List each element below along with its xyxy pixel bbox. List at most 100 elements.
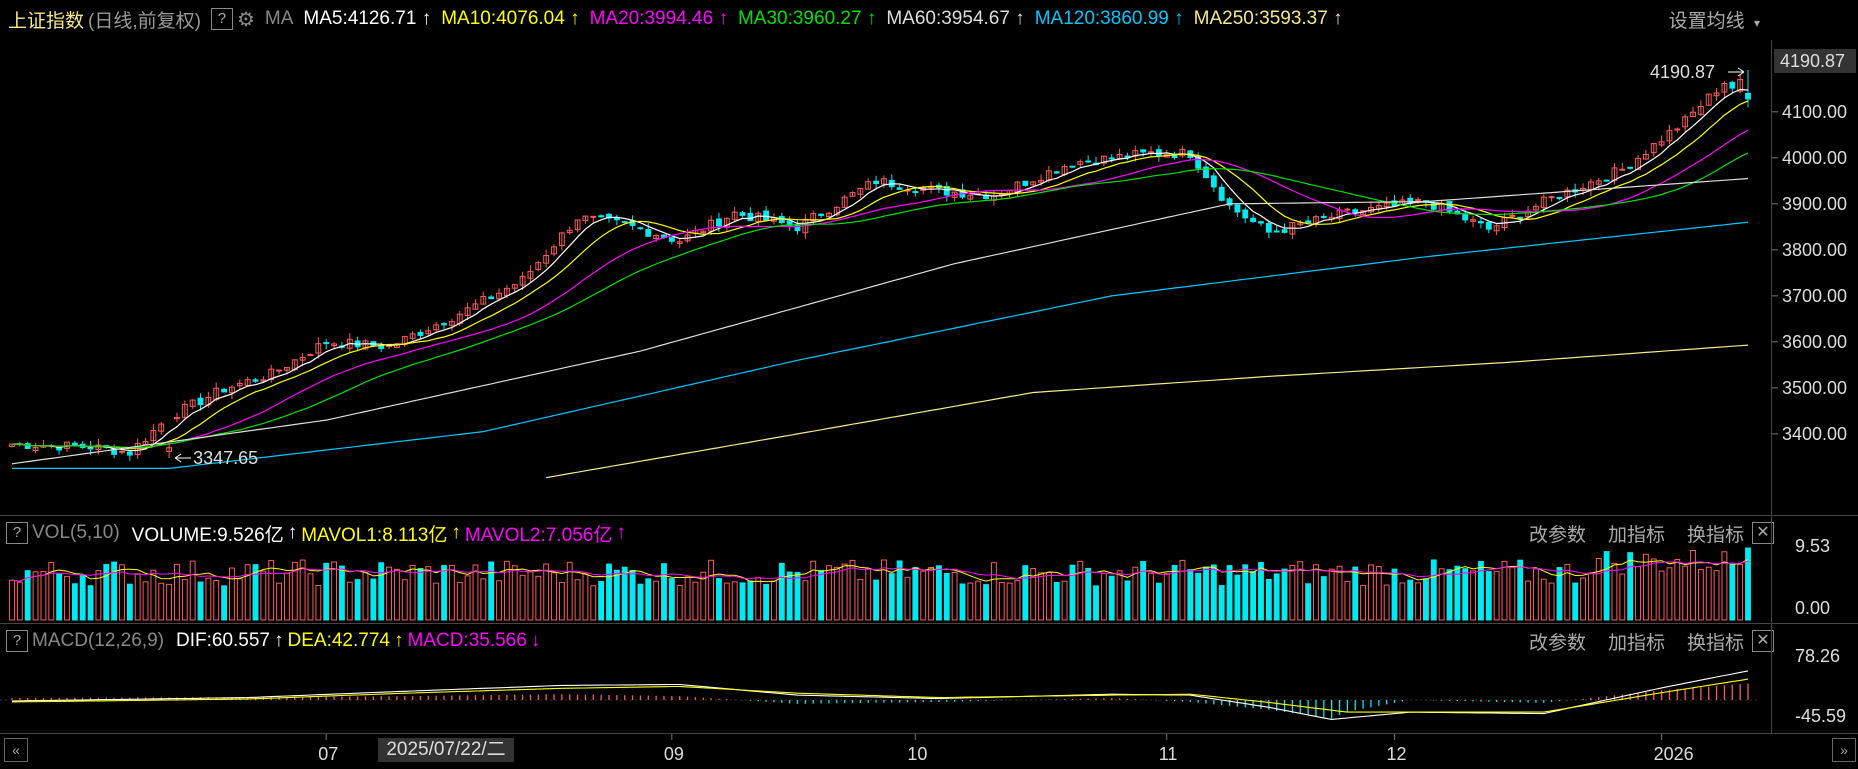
volume-bar <box>1454 565 1461 621</box>
volume-bar <box>1258 562 1264 621</box>
candle <box>260 376 267 383</box>
volume-bar <box>668 578 675 621</box>
ma-label: MA <box>264 8 294 29</box>
candle <box>1053 170 1060 174</box>
cursor-date-label: 2025/07/22/二 <box>378 738 514 762</box>
volume-bar <box>1124 580 1131 621</box>
candle-body <box>1564 189 1571 198</box>
candle <box>244 376 251 387</box>
vol-switch-indicator-link[interactable]: 换指标 <box>1686 524 1744 546</box>
candle-body <box>1320 215 1327 218</box>
candle-body <box>1650 143 1657 154</box>
candle <box>543 249 550 268</box>
volume-bar <box>676 584 683 621</box>
volume-bar <box>1564 563 1571 621</box>
candle <box>613 214 620 226</box>
volume-bar <box>252 564 259 621</box>
candle <box>79 441 86 449</box>
vol-close-icon[interactable]: ✕ <box>1752 522 1774 544</box>
candle-body <box>1210 175 1217 188</box>
candle-body <box>810 213 817 222</box>
candle <box>527 265 534 284</box>
candle <box>1328 212 1335 223</box>
vol-add-indicator-link[interactable]: 加指标 <box>1607 524 1665 546</box>
candle <box>1203 162 1209 179</box>
candle-body <box>1250 217 1257 222</box>
volume-bar <box>1682 565 1689 621</box>
candle <box>1030 181 1037 187</box>
candle <box>126 451 133 461</box>
candle-body <box>1517 216 1524 219</box>
volume-bar <box>1666 567 1673 621</box>
candle-body <box>1171 154 1178 159</box>
candle-body <box>1179 148 1186 157</box>
candle-body <box>1053 171 1060 174</box>
volume-bar <box>496 580 502 621</box>
vol-modify-params-link[interactable]: 改参数 <box>1528 524 1586 546</box>
candle-body <box>590 215 597 218</box>
candle <box>1210 172 1217 193</box>
candle-body <box>1485 221 1492 230</box>
candle-body <box>1273 230 1280 233</box>
volume-bar <box>1022 565 1029 621</box>
macd-switch-indicator-link[interactable]: 换指标 <box>1686 632 1744 654</box>
candle-body <box>849 192 856 197</box>
volume-bar <box>1187 569 1194 621</box>
volume-bar <box>558 581 565 621</box>
ma-indicator-5: MA120:3860.99 ↑ <box>1034 8 1184 29</box>
candle <box>472 299 479 310</box>
candle-body <box>64 441 70 449</box>
candle <box>810 210 817 224</box>
volume-bar <box>739 582 746 621</box>
volume-bar <box>48 561 55 621</box>
candle-body <box>1493 225 1500 232</box>
volume-bar <box>1477 561 1484 621</box>
volume-bar <box>1289 564 1296 621</box>
scroll-left-button[interactable]: « <box>4 738 28 762</box>
macd-help-icon[interactable]: ? <box>6 630 28 652</box>
volume-bar <box>1226 565 1233 621</box>
volume-bar <box>920 570 927 621</box>
mavol2-value: MAVOL2:7.056亿 <box>464 524 613 546</box>
macd-add-indicator-link[interactable]: 加指标 <box>1607 632 1665 654</box>
volume-bar <box>40 571 47 621</box>
gear-icon[interactable]: ⚙ <box>236 8 255 31</box>
candle <box>928 181 934 194</box>
candle-body <box>1477 221 1484 224</box>
volume-bar <box>1556 567 1563 621</box>
candle-body <box>32 446 39 452</box>
candle <box>1234 204 1241 218</box>
volume-bar <box>653 580 660 621</box>
candle-body <box>323 342 330 345</box>
scroll-right-button[interactable]: » <box>1832 738 1856 762</box>
candle-body <box>1234 204 1241 213</box>
volume-bar <box>794 571 801 621</box>
candle <box>755 211 762 227</box>
candle-body <box>668 237 675 242</box>
settings-ma-button[interactable]: 设置均线 ▾ <box>1668 10 1760 32</box>
macd-value: MACD:35.566 <box>407 630 527 651</box>
month-tick-label: 10 <box>907 744 927 764</box>
volume-help-icon[interactable]: ? <box>6 522 28 544</box>
volume-bar <box>998 582 1005 621</box>
volume-bar <box>841 563 848 621</box>
month-tick-label: 11 <box>1159 744 1178 764</box>
volume-bar <box>849 559 856 621</box>
volume-bar <box>527 571 534 621</box>
help-icon[interactable]: ? <box>210 8 233 30</box>
volume-bar <box>802 580 809 621</box>
volume-bar <box>1572 582 1579 621</box>
volume-bar <box>213 580 220 621</box>
panel-axis-label: -45.59 <box>1795 706 1846 726</box>
macd-close-icon[interactable]: ✕ <box>1752 630 1774 652</box>
volume-bar <box>912 566 919 621</box>
candle <box>1085 155 1092 163</box>
macd-modify-params-link[interactable]: 改参数 <box>1528 632 1586 654</box>
line-ma30 <box>11 152 1749 449</box>
volume-bar <box>543 563 550 621</box>
volume-bar <box>1093 585 1099 621</box>
candle <box>433 321 440 332</box>
candle <box>464 302 471 320</box>
ma-indicator-0: MA5:4126.71 ↑ <box>303 8 432 29</box>
